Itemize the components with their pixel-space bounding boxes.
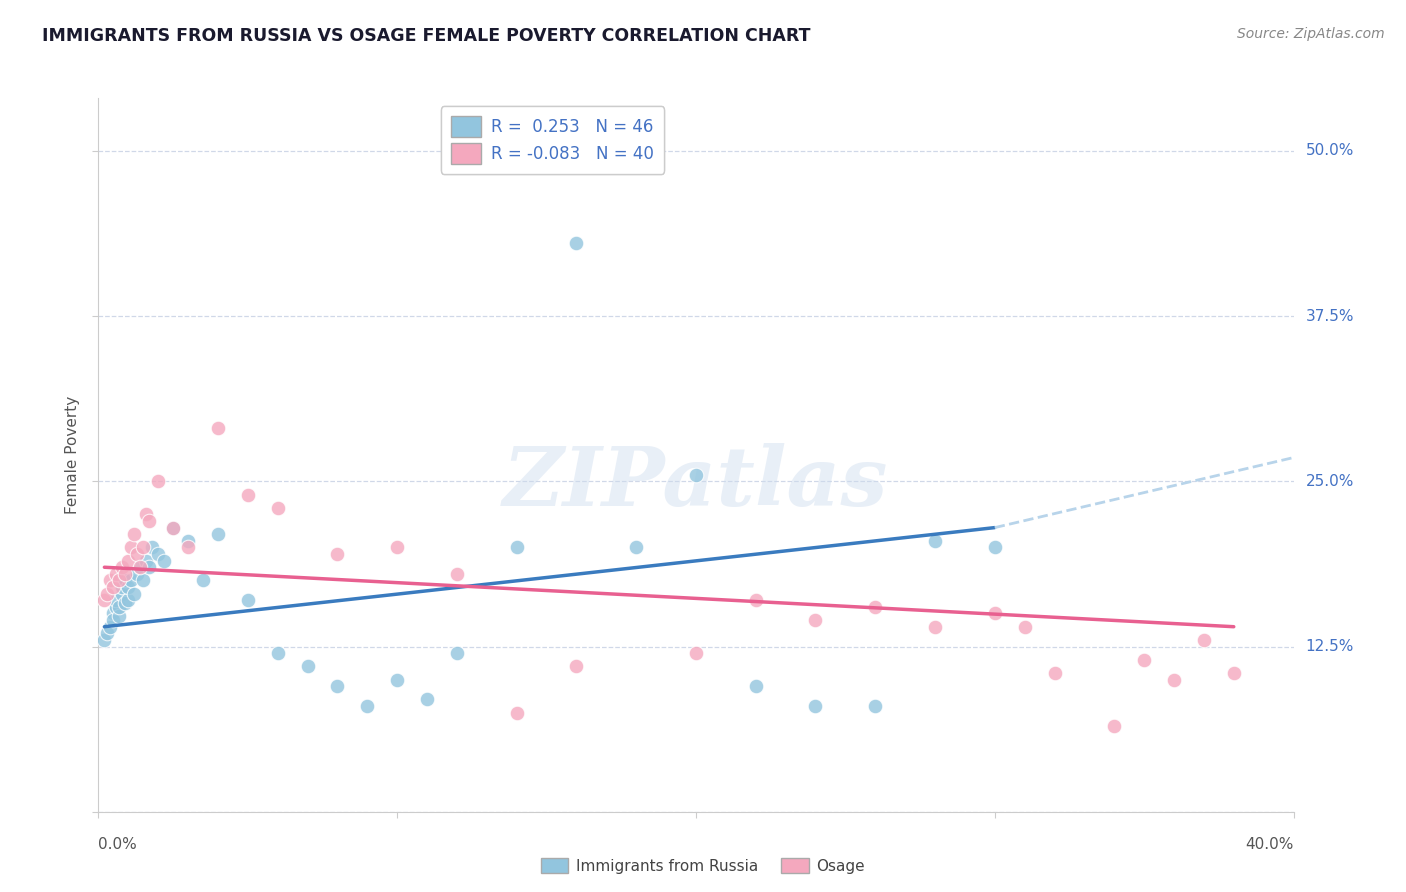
Point <box>1192 632 1215 647</box>
Point <box>356 698 378 713</box>
Point <box>117 554 139 568</box>
Point <box>96 587 118 601</box>
Point <box>108 574 131 588</box>
Text: 37.5%: 37.5% <box>1305 309 1354 324</box>
Point <box>685 646 707 660</box>
Point <box>565 659 588 673</box>
Point <box>865 698 887 713</box>
Point <box>124 587 146 601</box>
Point <box>108 609 131 624</box>
Point <box>111 580 134 594</box>
Point <box>297 659 319 673</box>
Point <box>1133 653 1156 667</box>
Point <box>135 554 157 568</box>
Text: 50.0%: 50.0% <box>1305 144 1354 159</box>
Point <box>105 593 128 607</box>
Y-axis label: Female Poverty: Female Poverty <box>65 396 80 514</box>
Point <box>685 467 707 482</box>
Point <box>148 475 170 489</box>
Point <box>96 626 118 640</box>
Point <box>114 566 136 581</box>
Point <box>162 520 184 534</box>
Point <box>124 527 146 541</box>
Text: ZIPatlas: ZIPatlas <box>503 443 889 524</box>
Point <box>120 574 142 588</box>
Point <box>416 692 439 706</box>
Point <box>93 632 115 647</box>
Point <box>326 679 349 693</box>
Point <box>745 593 768 607</box>
Point <box>177 533 200 548</box>
Point <box>148 547 170 561</box>
Point <box>114 596 136 610</box>
Point <box>103 613 125 627</box>
Legend: R =  0.253   N = 46, R = -0.083   N = 40: R = 0.253 N = 46, R = -0.083 N = 40 <box>441 106 664 174</box>
Point <box>924 533 946 548</box>
Point <box>446 566 468 581</box>
Point <box>804 613 827 627</box>
Point <box>207 421 229 435</box>
Point <box>129 560 152 574</box>
Point <box>506 706 529 720</box>
Text: Source: ZipAtlas.com: Source: ZipAtlas.com <box>1237 27 1385 41</box>
Point <box>506 541 529 555</box>
Point <box>138 560 160 574</box>
Point <box>983 607 1005 621</box>
Point <box>98 620 122 634</box>
Point <box>153 554 176 568</box>
Point <box>141 541 163 555</box>
Point <box>103 580 125 594</box>
Point <box>93 593 115 607</box>
Point <box>103 607 125 621</box>
Point <box>326 547 349 561</box>
Point <box>132 574 155 588</box>
Point <box>105 566 128 581</box>
Point <box>191 574 214 588</box>
Point <box>108 599 131 614</box>
Point <box>1043 665 1066 680</box>
Point <box>385 541 409 555</box>
Point <box>1223 665 1246 680</box>
Point <box>1104 719 1126 733</box>
Point <box>111 587 134 601</box>
Point <box>117 580 139 594</box>
Point <box>565 236 588 251</box>
Point <box>114 574 136 588</box>
Point <box>1014 620 1036 634</box>
Point <box>105 599 128 614</box>
Point <box>804 698 827 713</box>
Point <box>267 500 290 515</box>
Text: 0.0%: 0.0% <box>98 837 138 852</box>
Point <box>236 487 259 501</box>
Point <box>135 508 157 522</box>
Point <box>236 593 259 607</box>
Point <box>127 547 149 561</box>
Point <box>446 646 468 660</box>
Text: IMMIGRANTS FROM RUSSIA VS OSAGE FEMALE POVERTY CORRELATION CHART: IMMIGRANTS FROM RUSSIA VS OSAGE FEMALE P… <box>42 27 811 45</box>
Point <box>924 620 946 634</box>
Legend: Immigrants from Russia, Osage: Immigrants from Russia, Osage <box>534 852 872 880</box>
Point <box>624 541 647 555</box>
Point <box>385 673 409 687</box>
Point <box>865 599 887 614</box>
Point <box>162 520 184 534</box>
Point <box>745 679 768 693</box>
Point <box>207 527 229 541</box>
Point <box>132 541 155 555</box>
Text: 25.0%: 25.0% <box>1305 474 1354 489</box>
Text: 12.5%: 12.5% <box>1305 639 1354 654</box>
Point <box>177 541 200 555</box>
Point <box>117 593 139 607</box>
Text: 40.0%: 40.0% <box>1246 837 1294 852</box>
Point <box>120 541 142 555</box>
Point <box>111 560 134 574</box>
Point <box>267 646 290 660</box>
Point <box>127 566 149 581</box>
Point <box>1163 673 1185 687</box>
Point <box>138 514 160 528</box>
Point <box>98 574 122 588</box>
Point <box>129 560 152 574</box>
Point <box>983 541 1005 555</box>
